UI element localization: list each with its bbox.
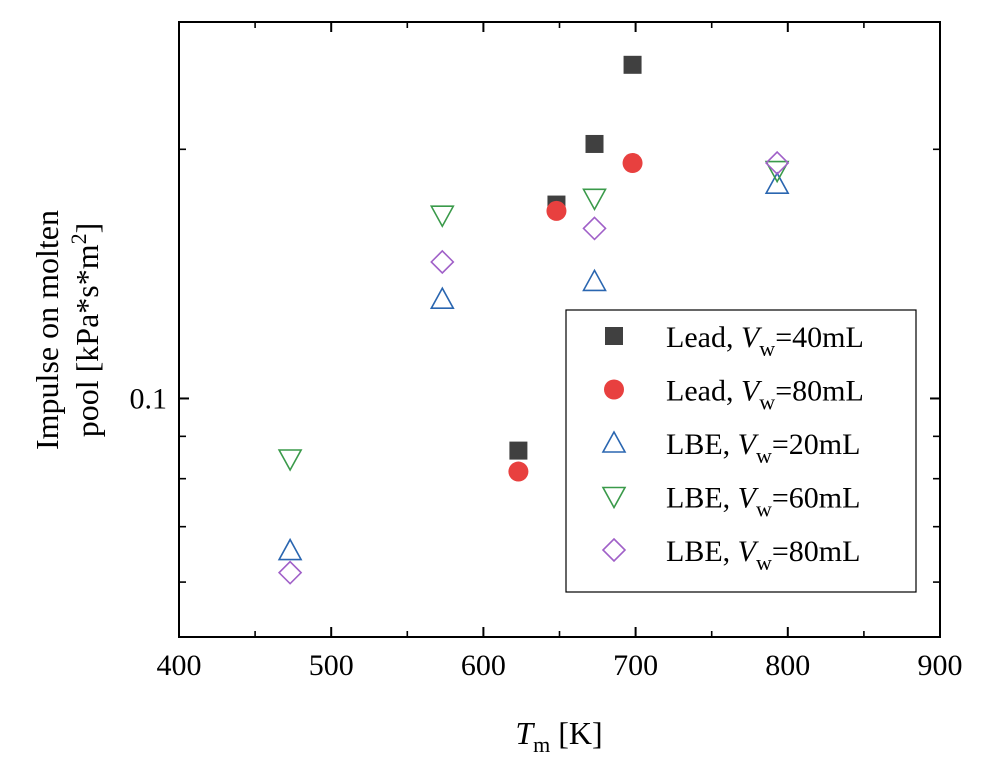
x-tick-label: 600	[461, 649, 506, 682]
legend: Lead, Vw=40mL Lead, Vw=80mL LBE, Vw=20mL LB…	[565, 309, 917, 593]
data-point-series-1	[509, 441, 528, 460]
legend-label-5: LBE, Vw=80mL	[666, 535, 860, 575]
data-point-series-5	[430, 249, 455, 275]
data-point-series-3	[764, 171, 790, 194]
data-point-series-5	[582, 216, 607, 241]
legend-marker-2	[604, 379, 624, 400]
x-tick-label: 500	[309, 649, 354, 682]
x-axis-label: Tm [K]	[515, 715, 602, 757]
data-point-series-5	[277, 560, 303, 585]
data-point-series-3	[429, 286, 455, 310]
axis-ticks: 400 500 600 700 800 900 0.1	[130, 22, 963, 682]
data-point-series-1	[585, 134, 604, 153]
y-axis-label-line2: pool [kPa*s*m2]	[66, 223, 105, 438]
legend-label-2: Lead, Vw=80mL	[666, 375, 864, 415]
legend-marker-4	[601, 486, 627, 510]
data-point-series-1	[623, 55, 642, 74]
x-tick-label: 900	[918, 649, 963, 682]
legend-label-1: Lead, Vw=40mL	[666, 321, 864, 361]
data-point-series-4	[582, 188, 607, 211]
data-point-series-2	[508, 461, 529, 482]
x-tick-label: 400	[157, 649, 202, 682]
data-point-series-3	[277, 537, 303, 561]
y-axis-label: Impulse on molten pool [kPa*s*m2]	[29, 210, 105, 450]
legend-marker-1	[605, 327, 623, 345]
data-point-series-4	[429, 205, 455, 228]
data-marks	[277, 55, 790, 585]
x-tick-label: 800	[765, 649, 810, 682]
y-axis-label-line1: Impulse on molten	[29, 210, 65, 450]
data-point-series-2	[546, 200, 567, 221]
legend-marker-3	[601, 430, 627, 453]
legend-label-4: LBE, Vw=60mL	[666, 482, 860, 522]
data-point-series-4	[764, 160, 790, 184]
data-point-series-3	[582, 268, 607, 292]
y-tick-label: 0.1	[130, 382, 168, 415]
data-point-series-2	[622, 153, 643, 174]
data-point-series-5	[765, 150, 790, 176]
legend-marker-5	[601, 537, 627, 563]
data-point-series-4	[277, 449, 303, 472]
x-tick-label: 700	[613, 649, 658, 682]
legend-label-3: LBE, Vw=20mL	[666, 428, 860, 468]
